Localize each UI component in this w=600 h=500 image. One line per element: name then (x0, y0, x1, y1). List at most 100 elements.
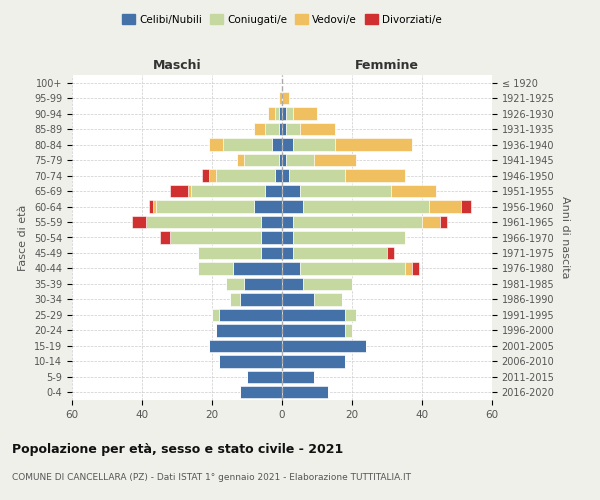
Bar (236, 154, 244, 166)
Bar (209, 138, 223, 151)
Bar (265, 185, 282, 198)
Bar (131, 216, 146, 228)
Bar (265, 123, 278, 136)
Bar (289, 170, 345, 182)
Bar (293, 108, 317, 120)
Bar (404, 262, 412, 274)
Bar (209, 340, 282, 352)
Bar (215, 170, 275, 182)
Bar (191, 185, 265, 198)
Bar (282, 185, 299, 198)
Bar (226, 278, 244, 290)
Bar (149, 200, 152, 212)
Bar (429, 200, 461, 212)
Bar (275, 170, 282, 182)
Bar (223, 138, 271, 151)
Bar (282, 355, 345, 368)
Bar (275, 108, 278, 120)
Bar (282, 278, 303, 290)
Bar (254, 200, 282, 212)
Bar (314, 293, 341, 306)
Bar (244, 154, 278, 166)
Bar (286, 154, 314, 166)
Bar (299, 262, 404, 274)
Bar (146, 216, 261, 228)
Bar (282, 170, 289, 182)
Bar (422, 216, 439, 228)
Bar (282, 262, 299, 274)
Bar (299, 123, 335, 136)
Bar (170, 232, 261, 243)
Bar (202, 170, 209, 182)
Bar (215, 324, 282, 336)
Bar (240, 386, 282, 398)
Bar (461, 200, 471, 212)
Text: Popolazione per età, sesso e stato civile - 2021: Popolazione per età, sesso e stato civil… (12, 442, 343, 456)
Bar (261, 232, 282, 243)
Bar (261, 247, 282, 259)
Bar (303, 200, 429, 212)
Text: COMUNE DI CANCELLARA (PZ) - Dati ISTAT 1° gennaio 2021 - Elaborazione TUTTITALIA: COMUNE DI CANCELLARA (PZ) - Dati ISTAT 1… (12, 472, 411, 482)
Bar (387, 247, 394, 259)
Bar (282, 216, 293, 228)
Bar (345, 170, 404, 182)
Bar (282, 108, 286, 120)
Bar (160, 232, 170, 243)
Legend: Celibi/Nubili, Coniugati/e, Vedovi/e, Divorziati/e: Celibi/Nubili, Coniugati/e, Vedovi/e, Di… (118, 10, 446, 29)
Bar (240, 293, 282, 306)
Bar (303, 278, 352, 290)
Y-axis label: Anni di nascita: Anni di nascita (560, 196, 570, 279)
Bar (244, 278, 282, 290)
Bar (229, 293, 240, 306)
Bar (335, 138, 412, 151)
Bar (286, 123, 299, 136)
Bar (209, 170, 215, 182)
Bar (278, 123, 282, 136)
Bar (282, 386, 328, 398)
Bar (439, 216, 446, 228)
Bar (198, 247, 261, 259)
Bar (282, 92, 289, 104)
Bar (278, 92, 282, 104)
Bar (314, 154, 355, 166)
Bar (293, 138, 335, 151)
Bar (261, 216, 282, 228)
Bar (247, 370, 282, 383)
Bar (282, 138, 293, 151)
Bar (293, 232, 404, 243)
Bar (219, 355, 282, 368)
Bar (198, 262, 233, 274)
Bar (254, 123, 265, 136)
Bar (293, 216, 422, 228)
Bar (271, 138, 282, 151)
Bar (282, 340, 366, 352)
Bar (412, 262, 419, 274)
Text: Femmine: Femmine (355, 60, 419, 72)
Bar (212, 308, 219, 321)
Bar (282, 123, 286, 136)
Bar (268, 108, 275, 120)
Bar (219, 308, 282, 321)
Bar (233, 262, 282, 274)
Bar (278, 154, 282, 166)
Bar (286, 108, 293, 120)
Bar (282, 324, 345, 336)
Bar (187, 185, 191, 198)
Bar (391, 185, 436, 198)
Bar (282, 370, 314, 383)
Bar (282, 293, 314, 306)
Y-axis label: Fasce di età: Fasce di età (19, 204, 28, 270)
Text: Maschi: Maschi (152, 60, 202, 72)
Bar (152, 200, 156, 212)
Bar (345, 308, 355, 321)
Bar (282, 308, 345, 321)
Bar (299, 185, 391, 198)
Bar (293, 247, 387, 259)
Bar (282, 154, 286, 166)
Bar (278, 108, 282, 120)
Bar (282, 247, 293, 259)
Bar (156, 200, 254, 212)
Bar (345, 324, 352, 336)
Bar (282, 232, 293, 243)
Bar (170, 185, 187, 198)
